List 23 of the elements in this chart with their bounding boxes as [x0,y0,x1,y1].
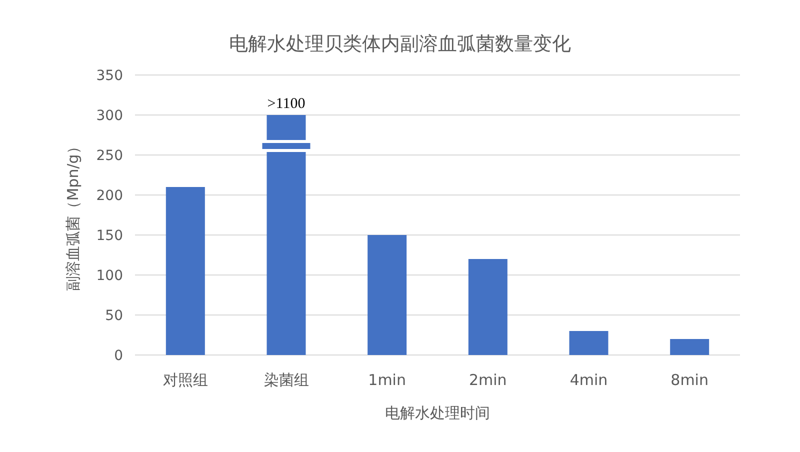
y-tick-label: 150 [96,228,123,244]
x-tick-label: 染菌组 [264,371,309,389]
y-tick-label: 350 [96,68,123,84]
chart-title: 电解水处理贝类体内副溶血弧菌数量变化 [229,33,571,55]
y-tick-label: 100 [96,268,123,284]
bar [368,235,407,355]
x-tick-label: 对照组 [162,371,208,389]
y-tick-label: 300 [96,108,123,124]
x-tick-label: 2min [468,371,507,389]
bar [569,331,608,355]
bar [468,259,508,355]
x-tick-label: 1min [368,371,406,389]
y-tick-label: 50 [105,308,123,324]
annotation: >1100 [267,96,306,112]
y-axis-title: 副溶血弧菌（Mpn/g） [64,139,82,291]
x-axis-title: 电解水处理时间 [385,404,490,422]
y-tick-label: 200 [96,188,123,204]
x-tick-label: 8min [670,371,709,389]
bar [166,187,205,355]
bar [670,339,710,355]
y-tick-label: 250 [96,148,123,164]
y-tick-label: 0 [114,348,123,364]
x-tick-label: 4min [570,371,608,389]
